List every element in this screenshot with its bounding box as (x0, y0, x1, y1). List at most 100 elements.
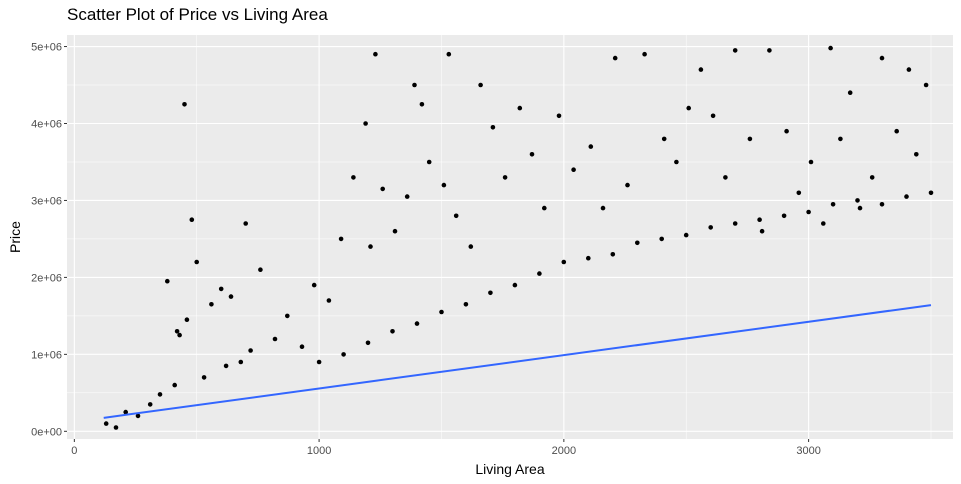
data-point (732, 221, 738, 226)
data-point (103, 421, 109, 426)
data-point (879, 202, 885, 207)
data-point (767, 48, 772, 53)
data-point (368, 244, 373, 249)
data-point (502, 175, 508, 180)
data-point (747, 136, 753, 142)
data-point (757, 217, 762, 222)
data-point (419, 102, 425, 107)
data-point (610, 252, 616, 257)
data-point (686, 105, 691, 111)
data-point (490, 125, 496, 130)
data-point (316, 359, 322, 365)
y-tick-label: 2e+06 (31, 272, 62, 284)
data-point (380, 186, 386, 192)
data-point (674, 159, 679, 165)
major-gridlines (67, 35, 953, 439)
x-tick-label: 3000 (796, 445, 820, 457)
x-tick-label: 2000 (552, 445, 576, 457)
data-point (165, 278, 170, 284)
data-point (404, 194, 410, 199)
data-point (365, 340, 371, 346)
x-tick-label: 1000 (307, 445, 331, 457)
data-point (299, 344, 305, 350)
data-point (710, 113, 716, 119)
y-tick-label: 3e+06 (31, 195, 62, 207)
data-points (103, 45, 934, 430)
data-point (446, 51, 452, 57)
data-point (326, 298, 332, 303)
data-point (157, 392, 163, 397)
data-point (285, 313, 290, 319)
y-tick-label: 4e+06 (31, 118, 62, 130)
data-point (113, 425, 119, 430)
data-point (390, 329, 395, 334)
data-point (556, 113, 562, 119)
data-point (821, 221, 826, 226)
data-point (561, 259, 567, 265)
data-point (488, 290, 493, 296)
x-tick-label: 0 (71, 445, 77, 457)
data-point (537, 271, 542, 276)
minor-gridlines (67, 35, 953, 439)
data-point (463, 302, 469, 307)
data-point (412, 82, 417, 88)
data-point (869, 175, 875, 180)
data-point (808, 159, 814, 165)
data-point (586, 255, 591, 261)
data-point (426, 159, 432, 165)
data-point (218, 286, 224, 292)
data-point (248, 348, 253, 353)
plot-panel (67, 35, 953, 439)
data-point (879, 55, 885, 61)
data-point (828, 45, 833, 51)
y-axis-title: Price (7, 221, 23, 253)
data-point (194, 259, 199, 265)
data-point (453, 213, 459, 219)
data-point (182, 102, 187, 107)
data-point (600, 205, 606, 211)
data-point (223, 363, 229, 369)
data-point (517, 105, 523, 111)
data-point (906, 67, 912, 72)
y-tick-label: 5e+06 (31, 42, 62, 54)
data-point (784, 128, 789, 134)
data-point (177, 332, 182, 338)
data-point (184, 317, 190, 323)
data-point (542, 205, 547, 211)
data-point (228, 294, 234, 299)
data-point (311, 282, 317, 288)
data-point (189, 217, 195, 222)
data-point (923, 82, 929, 88)
data-point (439, 309, 444, 315)
data-point (698, 67, 704, 72)
data-point (238, 359, 244, 365)
data-point (147, 402, 153, 407)
data-point (174, 329, 180, 334)
data-point (659, 236, 664, 242)
data-point (123, 409, 128, 415)
data-point (571, 167, 576, 172)
y-tick-label: 1e+06 (31, 349, 62, 361)
data-point (723, 175, 728, 180)
data-point (363, 121, 368, 126)
data-point (341, 352, 346, 357)
data-point (661, 136, 667, 142)
data-point (838, 136, 843, 142)
data-point (529, 152, 535, 157)
data-point (855, 198, 860, 203)
x-axis-title: Living Area (475, 461, 544, 477)
data-point (732, 48, 738, 53)
data-point (928, 190, 934, 196)
regression-line (103, 304, 932, 419)
data-point (414, 321, 420, 326)
data-point (635, 240, 640, 246)
data-point (847, 90, 853, 95)
y-axis: 0e+00 1e+06 2e+06 3e+06 4e+06 5e+06 (31, 42, 67, 438)
data-point (708, 225, 713, 230)
data-point (468, 244, 474, 249)
data-point (209, 302, 214, 307)
data-point (759, 228, 765, 234)
data-point (338, 236, 344, 242)
trend-line-group (103, 304, 932, 419)
